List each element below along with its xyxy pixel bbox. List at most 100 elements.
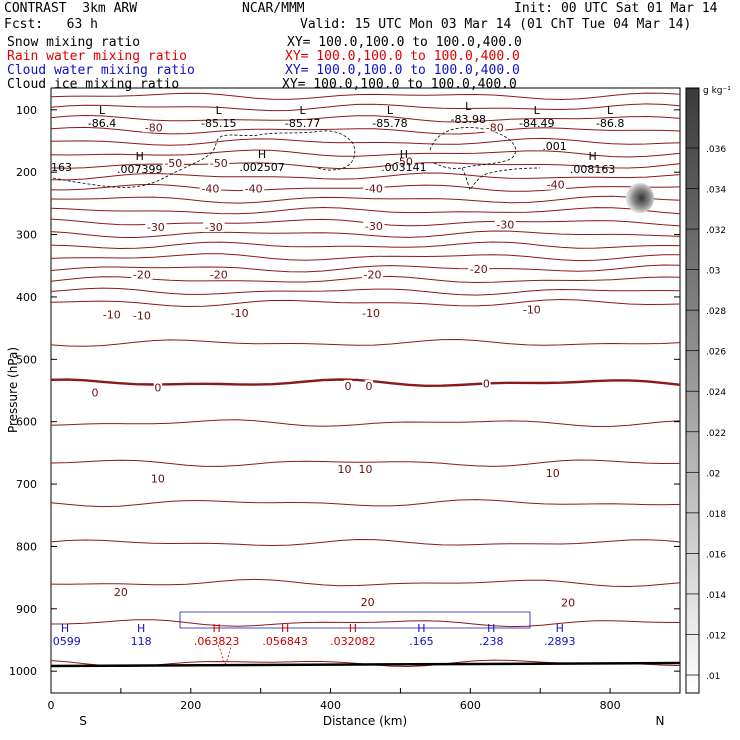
- surface-line: [50, 661, 681, 668]
- extremum-marker: H: [61, 622, 69, 635]
- temperature-contour-line: [50, 499, 681, 508]
- extremum-marker: L: [99, 104, 106, 117]
- x-tick-label: 200: [180, 699, 201, 712]
- forecast-hour: Fcst: 63 h: [4, 17, 98, 32]
- contour-label: .001: [542, 140, 567, 153]
- temperature-contour-line: [50, 287, 681, 296]
- colorbar-tick-label: .022: [706, 429, 726, 439]
- center-label: NCAR/MMM: [242, 1, 305, 16]
- temperature-contour-line: [50, 459, 681, 467]
- extremum-value: -86.4: [88, 117, 116, 130]
- colorbar: [685, 87, 700, 694]
- extremum-value: -83.98: [451, 113, 486, 126]
- x-tick-label: 400: [320, 699, 341, 712]
- cloud-ice-shading: [626, 183, 654, 213]
- extremum-value: .003141: [381, 161, 427, 174]
- contour-label-bg: [131, 268, 153, 280]
- plot-frame: [50, 87, 681, 694]
- temperature-contour-line: [50, 619, 681, 628]
- contour-label: -80: [486, 121, 504, 134]
- extremum-value: .008163: [570, 163, 616, 176]
- colorbar-tick-label: .02: [706, 469, 720, 479]
- contour-label-bg: [153, 381, 163, 393]
- colorbar-tick-label: .034: [706, 186, 726, 196]
- temperature-contour-line: [50, 538, 681, 547]
- contour-label: -20: [133, 268, 151, 281]
- temperature-contour-line: [50, 264, 681, 273]
- temperature-contour-line: [50, 162, 681, 170]
- temperature-contour-line: [50, 241, 681, 250]
- field-rain-name: Rain water mixing ratio: [7, 49, 188, 64]
- contour-label-bg: [208, 268, 230, 280]
- temperature-contour-line: [50, 419, 681, 428]
- temperature-contour-line: [50, 338, 681, 347]
- contour-label-bg: [343, 380, 353, 392]
- x-axis-end-left: S: [79, 714, 87, 728]
- extremum-marker: L: [465, 100, 472, 113]
- contour-label: 163: [51, 161, 72, 174]
- model-title: CONTRAST 3km ARW: [4, 1, 138, 16]
- extremum-value: .238: [479, 635, 504, 648]
- contour-label-bg: [363, 219, 385, 231]
- contour-label: 10: [338, 463, 352, 476]
- extremum-marker: L: [607, 104, 614, 117]
- contour-label: -30: [205, 221, 223, 234]
- contour-label: -20: [470, 263, 488, 276]
- contour-label-bg: [361, 268, 384, 280]
- field-snow-name: Snow mixing ratio: [7, 35, 141, 50]
- contour-label-bg: [363, 182, 385, 194]
- contour-label-bg: [393, 155, 415, 167]
- contour-labels: -80 -80 -50 -50 -50 -40 -40 -40 -40 -30 -30 -30 -30 -…: [51, 121, 576, 610]
- x-axis-title: Distance (km): [323, 714, 407, 728]
- contour-label: 0: [365, 380, 372, 393]
- temperature-contour-line: [50, 195, 681, 204]
- colorbar-tick-label: .014: [706, 591, 726, 601]
- y-axis-title: Pressure (hPa): [6, 347, 20, 433]
- colorbar-tick-label: .018: [706, 510, 726, 520]
- contour-label: 0: [483, 378, 490, 391]
- temperature-contour-line: [50, 253, 680, 262]
- contour-label-bg: [360, 307, 382, 319]
- temperature-contour-line: [50, 103, 681, 112]
- field-cloudwater-name: Cloud water mixing ratio: [7, 63, 195, 78]
- contour-label: -50: [210, 157, 228, 170]
- contour-label: -40: [547, 179, 565, 192]
- contour-label-bg: [544, 178, 567, 190]
- contour-label: -30: [496, 219, 514, 232]
- contour-label-bg: [113, 585, 129, 597]
- colorbar-tick-label: .028: [706, 307, 726, 317]
- y-tick-label: 500: [16, 353, 37, 366]
- field-rain-xy: XY= 100.0,100.0 to 100.0,400.0: [285, 49, 520, 64]
- contour-label-bg: [199, 182, 221, 194]
- y-tick-label: 800: [16, 540, 37, 553]
- contour-label-bg: [145, 221, 167, 233]
- x-tick-label: 800: [600, 699, 621, 712]
- contour-label: 20: [361, 596, 375, 609]
- colorbar-tick-label: .032: [706, 226, 726, 236]
- extremum-marker: H: [487, 622, 495, 635]
- extremum-marker: L: [216, 104, 223, 117]
- extrema-labels: L-86.4L-85.15L-85.77L-85.78L-83.98L-84.4…: [49, 100, 624, 648]
- extremum-value: .002507: [239, 161, 285, 174]
- temperature-contour-line: [50, 172, 681, 181]
- contour-label: -10: [523, 303, 541, 316]
- extremum-value: .063823: [194, 635, 240, 648]
- contour-label-bg: [162, 156, 184, 168]
- extremum-marker: H: [417, 622, 425, 635]
- extremum-marker: H: [136, 150, 144, 163]
- temperature-contour-line: [50, 137, 681, 146]
- colorbar-tick-label: .026: [706, 348, 726, 358]
- extremum-value: -85.77: [285, 117, 320, 130]
- contour-label-bg: [90, 386, 100, 398]
- contour-label-bg: [360, 595, 375, 607]
- y-tick-label: 100: [16, 104, 37, 117]
- colorbar-ticks: .036 .034 .032 .03 .028 .026 .024 .022 .02 .018 .0…: [686, 145, 726, 682]
- contour-label: -50: [164, 157, 182, 170]
- temperature-contour-line: [50, 114, 681, 123]
- contour-label: 0: [92, 386, 99, 399]
- extremum-value: -84.49: [519, 117, 554, 130]
- init-time: Init: 00 UTC Sat 01 Mar 14: [514, 1, 718, 16]
